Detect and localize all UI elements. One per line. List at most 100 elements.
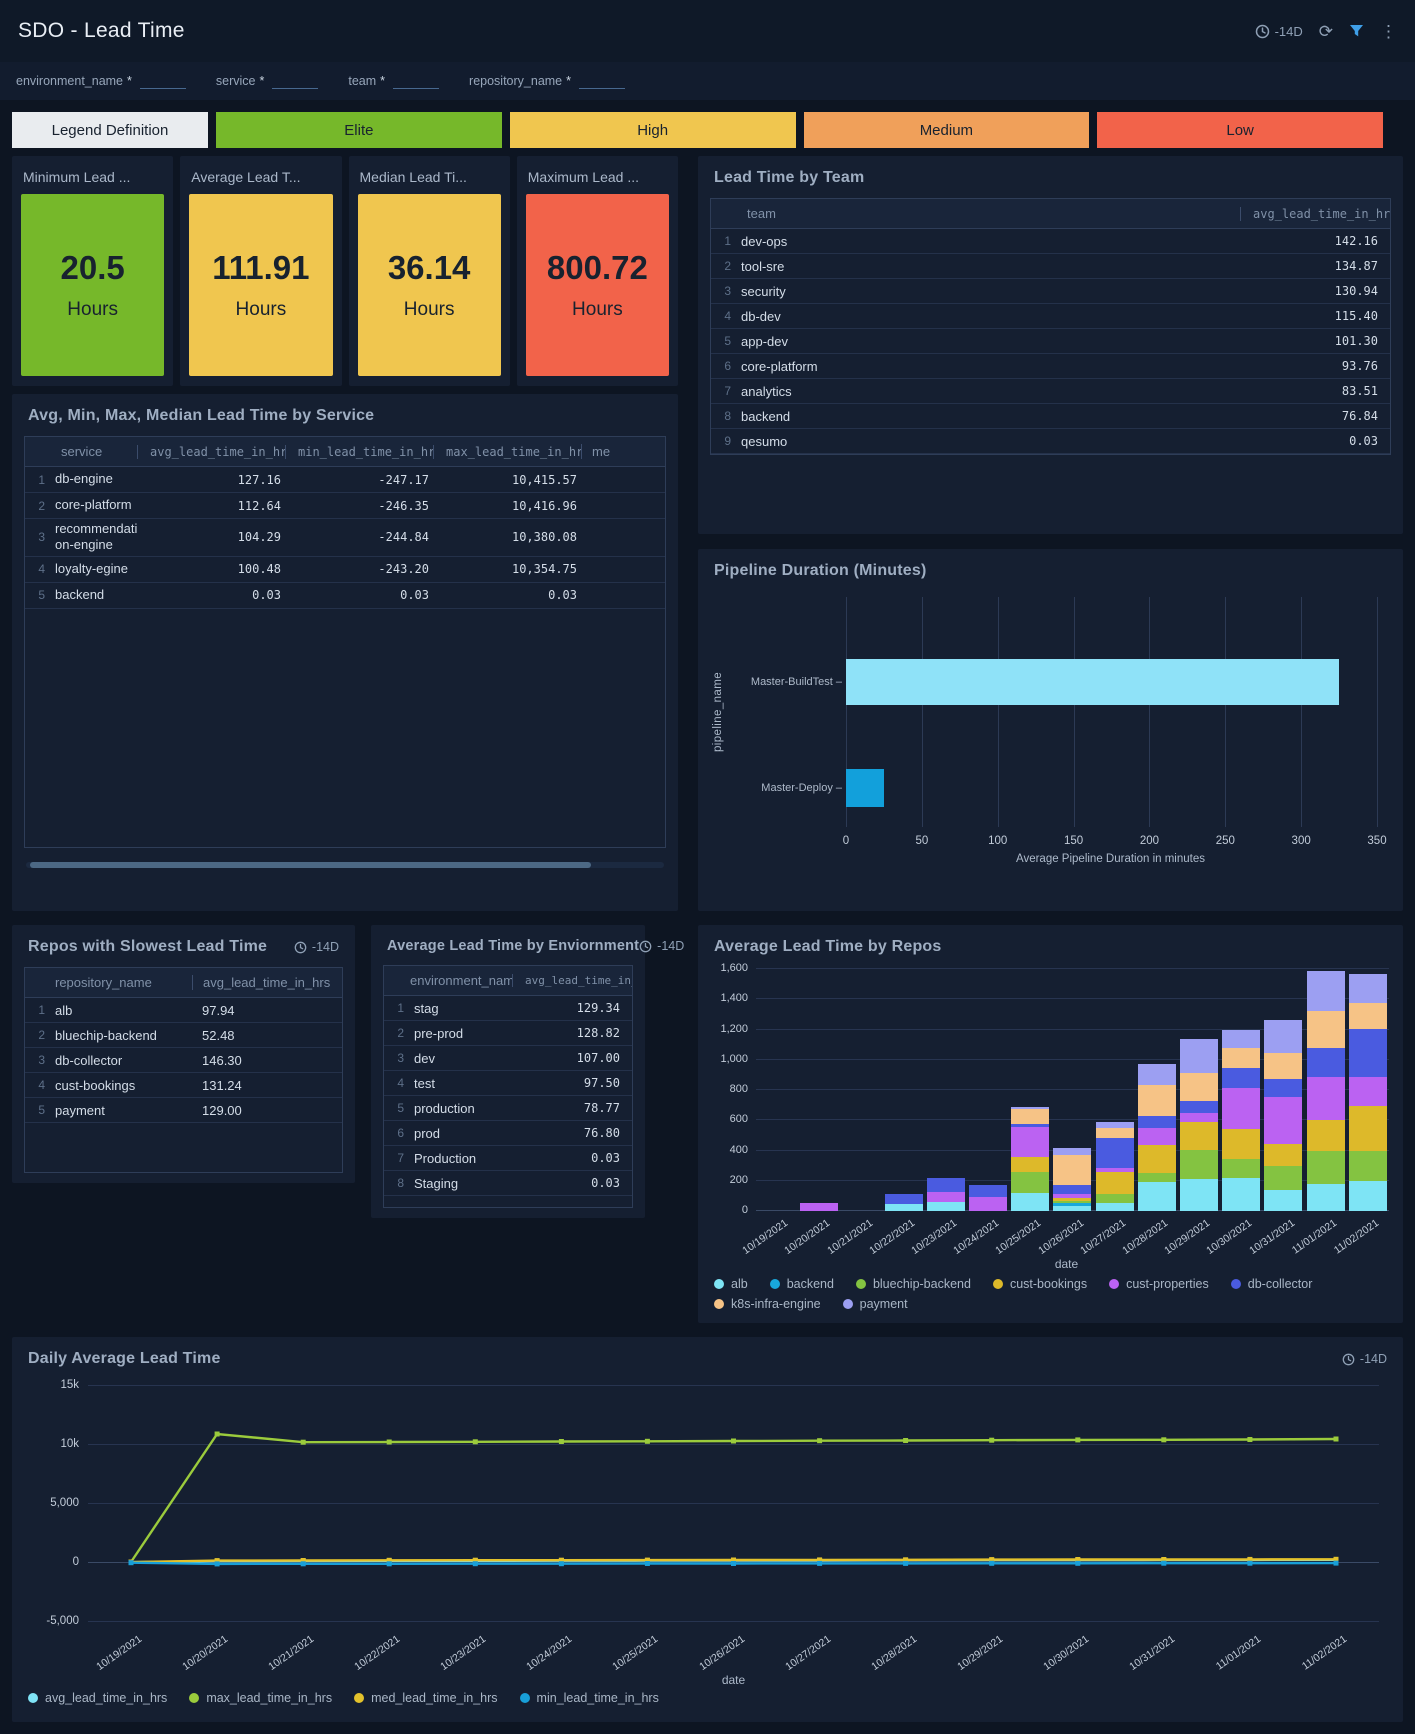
segment-db-collector[interactable] (1011, 1124, 1050, 1128)
segment-db-collector[interactable] (1306, 1048, 1345, 1078)
segment-db-collector[interactable] (884, 1193, 923, 1205)
table-row[interactable]: 3 security 130.94 (711, 279, 1390, 304)
point-max_lead_time_in_hrs[interactable] (1247, 1437, 1253, 1442)
scrollbar-thumb[interactable] (30, 862, 592, 868)
table-row[interactable]: 8 Staging 0.03 (384, 1171, 632, 1196)
point-med_lead_time_in_hrs[interactable] (214, 1558, 220, 1564)
table-row[interactable]: 9 qesumo 0.03 (711, 429, 1390, 454)
segment-payment[interactable] (1222, 1029, 1261, 1049)
segment-cust-properties[interactable] (800, 1203, 839, 1211)
segment-bluechip-backend[interactable] (1179, 1149, 1218, 1180)
segment-db-collector[interactable] (969, 1184, 1008, 1198)
point-med_lead_time_in_hrs[interactable] (1333, 1556, 1339, 1562)
horizontal-scrollbar[interactable] (26, 862, 664, 868)
point-min_lead_time_in_hrs[interactable] (472, 1561, 478, 1567)
stacked-bar-10/24/2021[interactable] (969, 1184, 1008, 1211)
point-med_lead_time_in_hrs[interactable] (472, 1557, 478, 1563)
stacked-bar-11/02/2021[interactable] (1348, 974, 1387, 1211)
stacked-bar-10/27/2021[interactable] (1095, 1121, 1134, 1211)
point-med_lead_time_in_hrs[interactable] (558, 1557, 564, 1563)
legend-item-med_lead_time_in_hrs[interactable]: med_lead_time_in_hrs (354, 1691, 498, 1705)
column-header-avg-lead-time[interactable]: avg_lead_time_in_hrs (512, 974, 632, 987)
segment-cust-bookings[interactable] (1137, 1145, 1176, 1174)
table-row[interactable]: 1 db-engine 127.16 -247.17 10,415.57 (25, 467, 665, 493)
segment-cust-bookings[interactable] (1011, 1157, 1050, 1173)
table-row[interactable]: 3 dev 107.00 (384, 1046, 632, 1071)
kebab-menu-icon[interactable]: ⋮ (1380, 21, 1397, 41)
segment-db-collector[interactable] (1222, 1068, 1261, 1088)
legend-item-k8s-infra-engine[interactable]: k8s-infra-engine (714, 1297, 821, 1311)
segment-bluechip-backend[interactable] (1053, 1201, 1092, 1204)
stacked-bar-10/26/2021[interactable] (1053, 1148, 1092, 1211)
segment-bluechip-backend[interactable] (1011, 1172, 1050, 1193)
table-row[interactable]: 1 alb 97.94 (25, 998, 342, 1023)
table-row[interactable]: 4 test 97.50 (384, 1071, 632, 1096)
point-min_lead_time_in_hrs[interactable] (1075, 1560, 1081, 1566)
segment-cust-properties[interactable] (1053, 1193, 1092, 1199)
column-header-max[interactable]: max_lead_time_in_hrs (433, 444, 581, 459)
segment-payment[interactable] (1348, 974, 1387, 1004)
segment-alb[interactable] (1264, 1189, 1303, 1211)
point-min_lead_time_in_hrs[interactable] (731, 1561, 736, 1566)
legend-item-min_lead_time_in_hrs[interactable]: min_lead_time_in_hrs (519, 1691, 659, 1705)
segment-cust-properties[interactable] (1222, 1087, 1261, 1129)
segment-alb[interactable] (884, 1204, 923, 1211)
legend-item-cust-properties[interactable]: cust-properties (1109, 1277, 1209, 1291)
segment-payment[interactable] (1053, 1148, 1092, 1156)
table-row[interactable]: 2 bluechip-backend 52.48 (25, 1023, 342, 1048)
service-input[interactable] (272, 73, 319, 89)
point-max_lead_time_in_hrs[interactable] (989, 1437, 995, 1443)
segment-payment[interactable] (1306, 970, 1345, 1011)
line-max_lead_time_in_hrs[interactable] (130, 1432, 1337, 1563)
segment-cust-bookings[interactable] (1222, 1128, 1261, 1159)
segment-payment[interactable] (1137, 1064, 1176, 1085)
repository-name-input[interactable] (579, 73, 626, 89)
segment-k8s-infra-engine[interactable] (1222, 1048, 1261, 1069)
point-min_lead_time_in_hrs[interactable] (558, 1561, 564, 1567)
legend-item-backend[interactable]: backend (769, 1277, 834, 1291)
stacked-bar-10/31/2021[interactable] (1264, 1019, 1303, 1211)
segment-cust-properties[interactable] (1306, 1077, 1345, 1121)
segment-db-collector[interactable] (1348, 1028, 1387, 1078)
segment-alb[interactable] (1053, 1205, 1092, 1211)
segment-payment[interactable] (1264, 1019, 1303, 1053)
segment-alb[interactable] (1348, 1180, 1387, 1211)
segment-cust-properties[interactable] (1264, 1096, 1303, 1144)
segment-backend[interactable] (1053, 1203, 1092, 1206)
point-max_lead_time_in_hrs[interactable] (386, 1439, 392, 1445)
stacked-bar-10/22/2021[interactable] (884, 1193, 923, 1211)
filter-icon[interactable] (1349, 24, 1364, 38)
column-header-team[interactable]: team (747, 206, 776, 221)
point-max_lead_time_in_hrs[interactable] (1333, 1436, 1339, 1442)
point-max_lead_time_in_hrs[interactable] (731, 1438, 736, 1444)
segment-bluechip-backend[interactable] (1264, 1166, 1303, 1190)
column-header-avg[interactable]: avg_lead_time_in_hrs (137, 444, 285, 459)
column-header-avg-lead-time[interactable]: avg_lead_time_in_hrs (1240, 206, 1390, 221)
point-min_lead_time_in_hrs[interactable] (1333, 1560, 1339, 1566)
segment-db-collector[interactable] (1264, 1078, 1303, 1097)
table-row[interactable]: 1 dev-ops 142.16 (711, 229, 1390, 254)
segment-bluechip-backend[interactable] (1348, 1151, 1387, 1181)
segment-cust-properties[interactable] (1179, 1112, 1218, 1122)
segment-cust-bookings[interactable] (1348, 1105, 1387, 1152)
segment-cust-bookings[interactable] (1264, 1143, 1303, 1167)
table-row[interactable]: 1 stag 129.34 (384, 996, 632, 1021)
point-max_lead_time_in_hrs[interactable] (903, 1438, 909, 1443)
bar-Master-Deploy[interactable] (846, 769, 884, 807)
column-header-med-truncated[interactable]: me (581, 444, 665, 459)
legend-item-alb[interactable]: alb (714, 1277, 748, 1291)
stacked-bar-10/29/2021[interactable] (1179, 1038, 1218, 1211)
table-row[interactable]: 4 loyalty-egine 100.48 -243.20 10,354.75 (25, 557, 665, 583)
segment-db-collector[interactable] (1095, 1138, 1134, 1168)
table-row[interactable]: 4 cust-bookings 131.24 (25, 1073, 342, 1098)
column-header-avg-lead-time[interactable]: avg_lead_time_in_hrs (192, 975, 342, 990)
point-med_lead_time_in_hrs[interactable] (903, 1557, 909, 1563)
stacked-bar-10/25/2021[interactable] (1011, 1106, 1050, 1211)
point-med_lead_time_in_hrs[interactable] (1161, 1557, 1167, 1562)
stacked-bar-10/28/2021[interactable] (1137, 1064, 1176, 1211)
column-header-service[interactable]: service (61, 444, 103, 459)
table-row[interactable]: 5 backend 0.03 0.03 0.03 (25, 583, 665, 609)
segment-payment[interactable] (1179, 1038, 1218, 1074)
point-max_lead_time_in_hrs[interactable] (644, 1438, 650, 1444)
segment-db-collector[interactable] (1053, 1185, 1092, 1194)
